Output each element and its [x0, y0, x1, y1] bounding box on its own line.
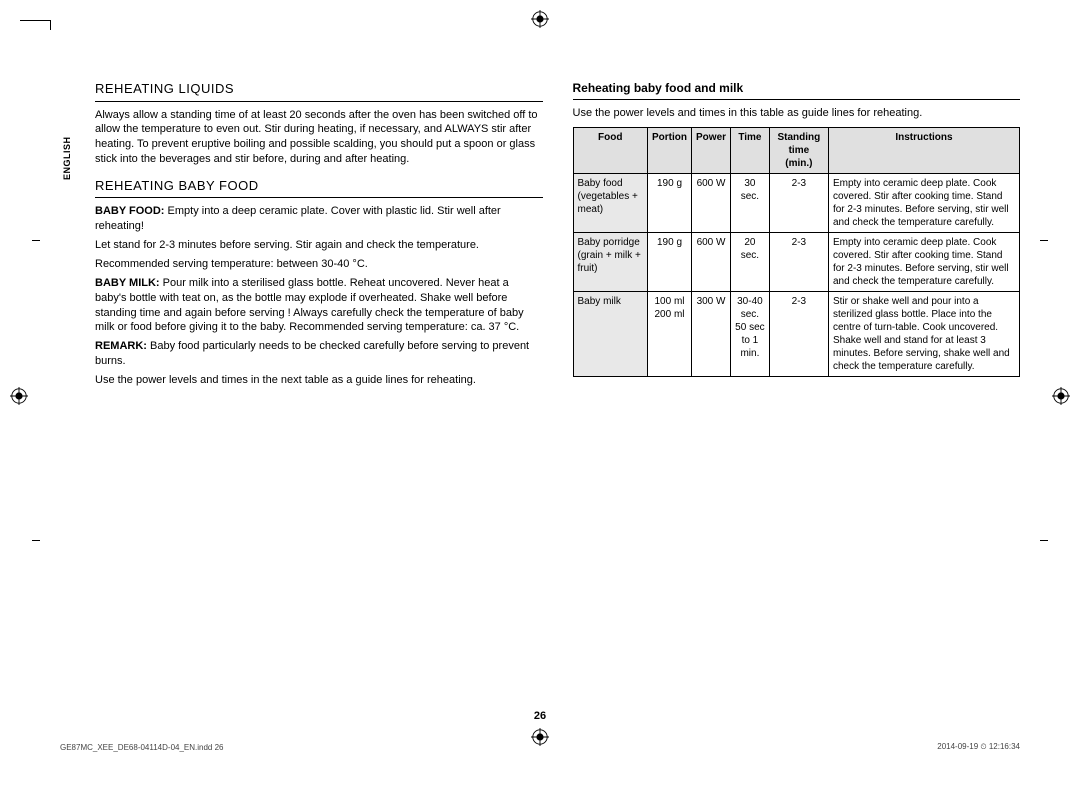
cell-power: 300 W: [692, 292, 731, 377]
page-number: 26: [0, 710, 1080, 722]
cell-time: 20 sec.: [731, 233, 770, 292]
cell-portion: 190 g: [648, 174, 692, 233]
cell-instructions: Stir or shake well and pour into a steri…: [828, 292, 1019, 377]
tick-mark: [1040, 540, 1048, 541]
table-heading: Reheating baby food and milk: [573, 80, 1021, 100]
cell-food: Baby porridge (grain + milk + fruit): [573, 233, 648, 292]
th-food: Food: [573, 128, 648, 174]
th-power: Power: [692, 128, 731, 174]
page-content: REHEATING LIQUIDS Always allow a standin…: [95, 80, 1020, 722]
table-row: Baby food (vegetables + meat)190 g600 W3…: [573, 174, 1020, 233]
liquids-paragraph: Always allow a standing time of at least…: [95, 108, 543, 167]
crop-mark: [20, 20, 50, 21]
remark-label: REMARK:: [95, 340, 147, 352]
tick-mark: [32, 240, 40, 241]
standing-paragraph: Let stand for 2-3 minutes before serving…: [95, 238, 543, 253]
cell-instructions: Empty into ceramic deep plate. Cook cove…: [828, 174, 1019, 233]
registration-mark-icon: [531, 10, 549, 28]
registration-mark-icon: [1052, 387, 1070, 405]
th-time: Time: [731, 128, 770, 174]
temp-paragraph: Recommended serving temperature: between…: [95, 257, 543, 272]
cell-instructions: Empty into ceramic deep plate. Cook cove…: [828, 233, 1019, 292]
cell-portion: 190 g: [648, 233, 692, 292]
baby-milk-label: BABY MILK:: [95, 277, 160, 289]
cell-power: 600 W: [692, 233, 731, 292]
table-intro: Use the power levels and times in this t…: [573, 106, 1021, 121]
th-standing: Standing time (min.): [769, 128, 828, 174]
heading-reheating-baby-food: REHEATING BABY FOOD: [95, 177, 543, 199]
footer: GE87MC_XEE_DE68-04114D-04_EN.indd 26 201…: [60, 742, 1020, 752]
registration-mark-icon: [10, 387, 28, 405]
cell-standing: 2-3: [769, 174, 828, 233]
table-header-row: Food Portion Power Time Standing time (m…: [573, 128, 1020, 174]
footer-timestamp: 2014-09-19 ⏲ 12:16:34: [937, 742, 1020, 752]
left-column: REHEATING LIQUIDS Always allow a standin…: [95, 80, 543, 722]
cell-standing: 2-3: [769, 292, 828, 377]
baby-food-label: BABY FOOD:: [95, 205, 164, 217]
baby-milk-paragraph: BABY MILK: Pour milk into a sterilised g…: [95, 276, 543, 335]
cell-food: Baby food (vegetables + meat): [573, 174, 648, 233]
table-row: Baby milk100 ml 200 ml300 W30-40 sec. 50…: [573, 292, 1020, 377]
footer-file: GE87MC_XEE_DE68-04114D-04_EN.indd 26: [60, 743, 224, 752]
cell-portion: 100 ml 200 ml: [648, 292, 692, 377]
tick-mark: [1040, 240, 1048, 241]
tick-mark: [32, 540, 40, 541]
baby-food-paragraph: BABY FOOD: Empty into a deep ceramic pla…: [95, 204, 543, 234]
remark-paragraph: REMARK: Baby food particularly needs to …: [95, 339, 543, 369]
crop-mark: [50, 20, 51, 30]
baby-milk-text: Pour milk into a sterilised glass bottle…: [95, 277, 524, 334]
guide-paragraph: Use the power levels and times in the ne…: [95, 373, 543, 388]
remark-text: Baby food particularly needs to be check…: [95, 340, 529, 367]
table-row: Baby porridge (grain + milk + fruit)190 …: [573, 233, 1020, 292]
language-tab: ENGLISH: [62, 136, 72, 180]
heading-reheating-liquids: REHEATING LIQUIDS: [95, 80, 543, 102]
cell-food: Baby milk: [573, 292, 648, 377]
cell-power: 600 W: [692, 174, 731, 233]
cell-time: 30-40 sec. 50 sec to 1 min.: [731, 292, 770, 377]
cell-time: 30 sec.: [731, 174, 770, 233]
th-instructions: Instructions: [828, 128, 1019, 174]
reheating-table: Food Portion Power Time Standing time (m…: [573, 127, 1021, 377]
th-portion: Portion: [648, 128, 692, 174]
right-column: Reheating baby food and milk Use the pow…: [573, 80, 1021, 722]
cell-standing: 2-3: [769, 233, 828, 292]
